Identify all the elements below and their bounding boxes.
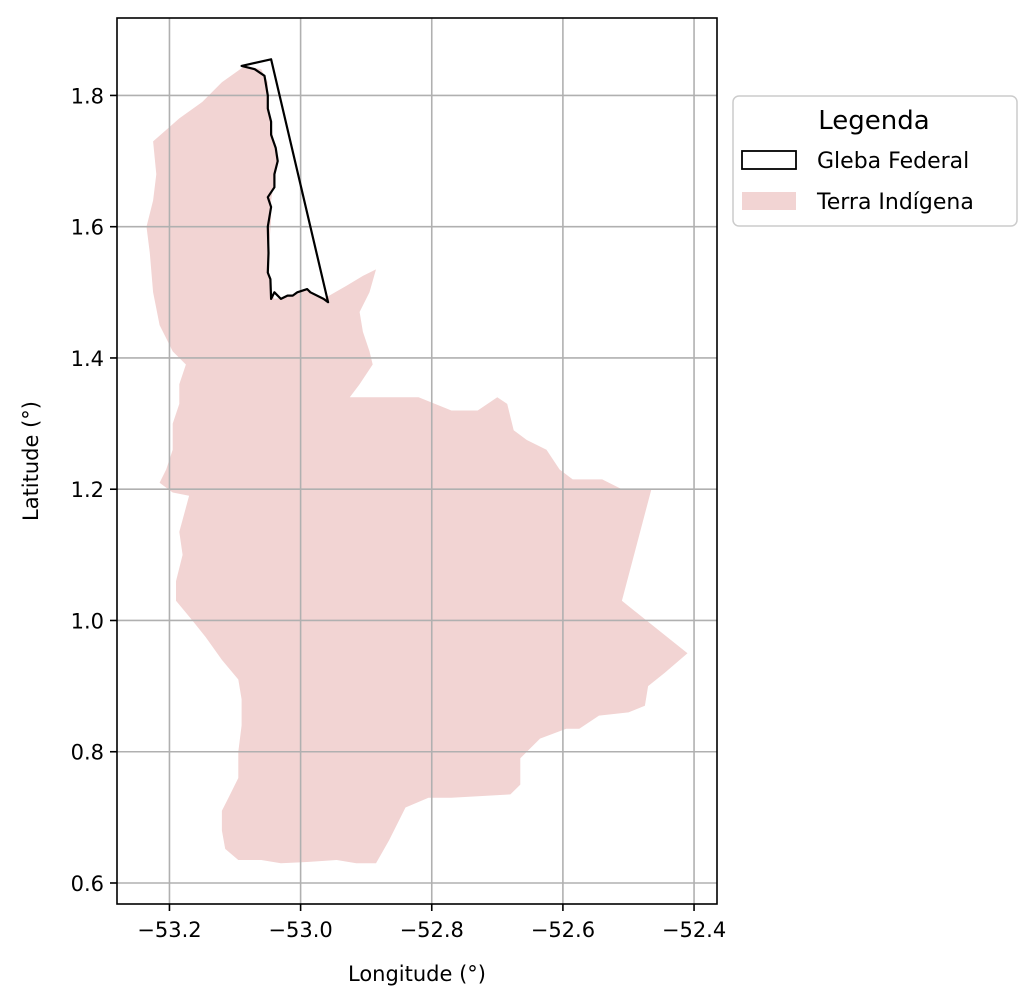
legend-swatch-terra-indigena — [742, 192, 796, 210]
legend: Legenda Gleba Federal Terra Indígena — [732, 95, 1018, 227]
x-tick-label: −52.6 — [531, 918, 595, 942]
y-tick-label: 1.4 — [71, 347, 104, 371]
plot-frame — [116, 17, 718, 905]
y-tick-label: 1.8 — [71, 84, 104, 108]
legend-title: Legenda — [818, 106, 929, 136]
x-axis-label: Longitude (°) — [348, 962, 486, 986]
legend-box — [732, 95, 1018, 227]
map-layers — [117, 18, 717, 904]
y-tick-label: 0.6 — [71, 872, 104, 896]
legend-label-gleba-federal: Gleba Federal — [817, 149, 969, 174]
layer-terra-ind-gena — [146, 65, 688, 864]
layer-gleba-federal — [240, 58, 330, 304]
y-axis-label: Latitude (°) — [19, 401, 43, 521]
y-tick-label: 0.8 — [71, 741, 104, 765]
y-tick-label: 1.0 — [71, 609, 104, 633]
axis-ticks: −53.2 −53.0 −52.8 −52.6 −52.4 0.6 0.8 1.0 1.2 1.4… — [71, 84, 727, 942]
x-tick-label: −52.8 — [400, 918, 464, 942]
x-tick-label: −53.2 — [137, 918, 201, 942]
gridlines — [117, 18, 717, 904]
x-tick-label: −52.4 — [662, 918, 726, 942]
y-tick-label: 1.6 — [71, 216, 104, 240]
x-tick-label: −53.0 — [268, 918, 332, 942]
legend-label-terra-indigena: Terra Indígena — [816, 190, 974, 215]
y-tick-label: 1.2 — [71, 478, 104, 502]
legend-swatch-gleba-federal — [741, 150, 797, 170]
